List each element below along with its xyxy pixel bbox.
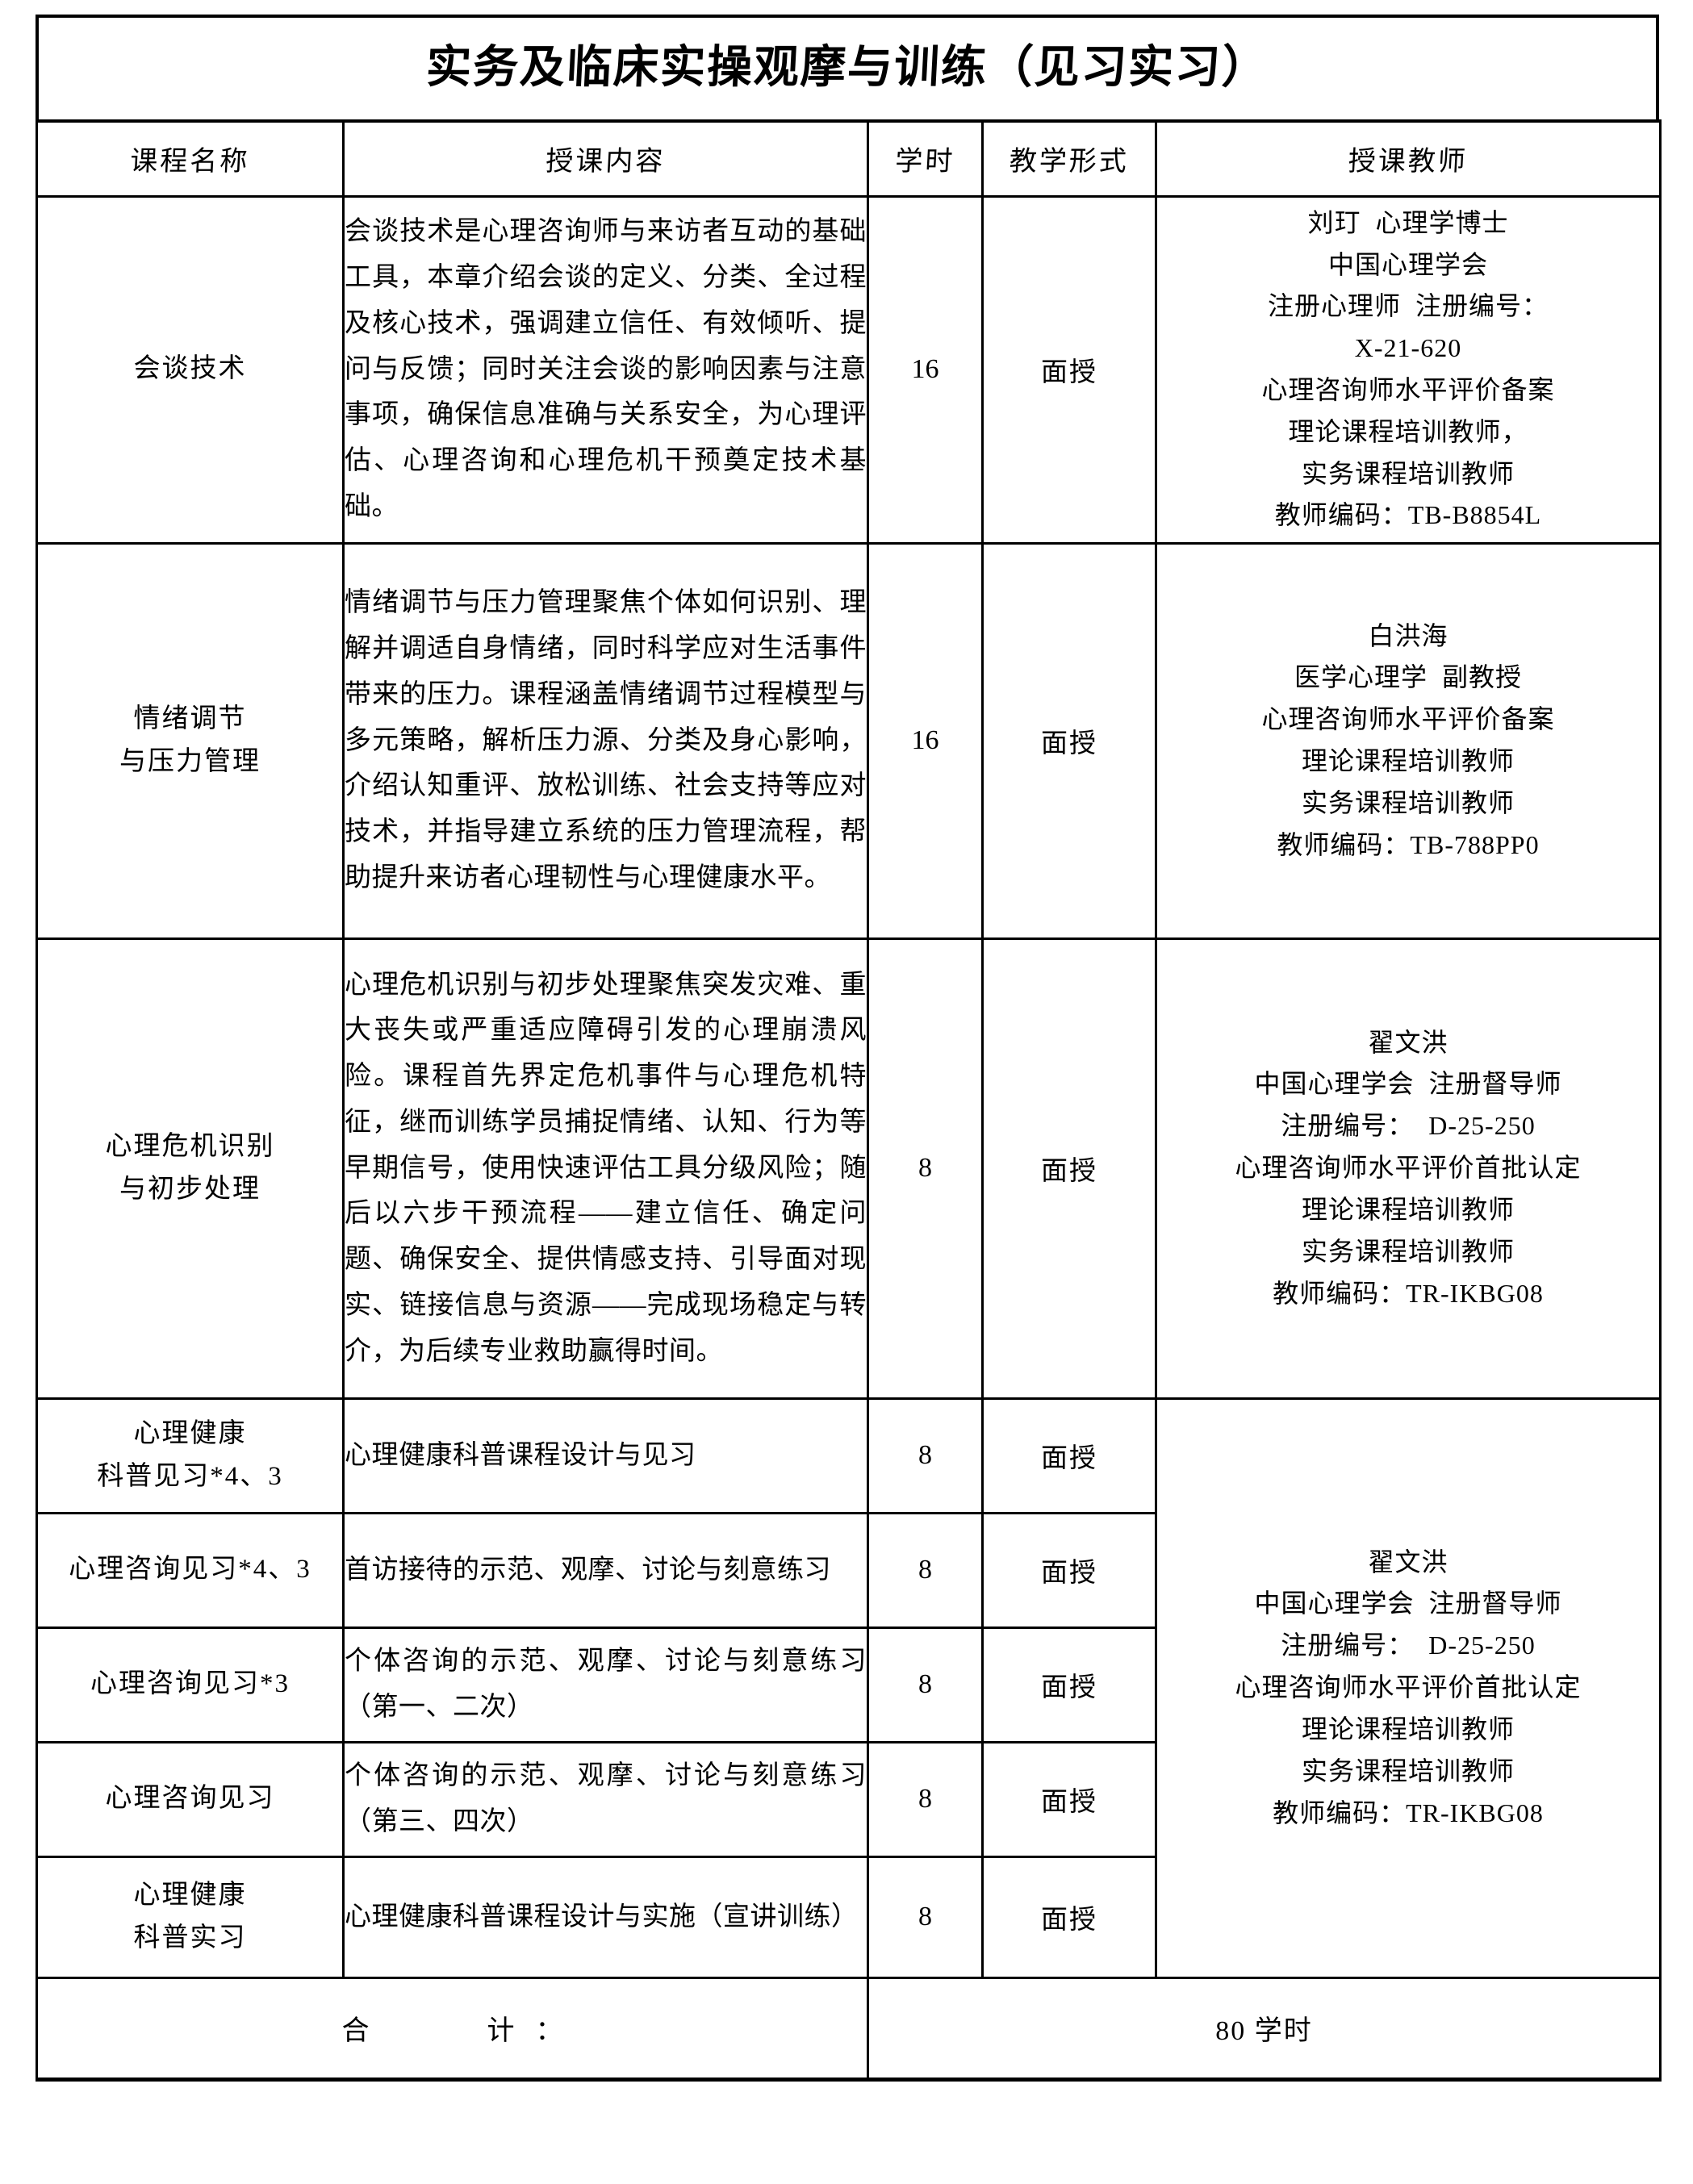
teacher-lines: 刘玎 心理学博士 中国心理学会 注册心理师 注册编号： X-21-620 心理咨询师水平… [1261, 207, 1555, 530]
course-schedule-table: 课程名称 授课内容 学时 教学形式 授课教师 会谈技术 会谈技术是心理咨询师与来… [36, 119, 1662, 2082]
course-name-cell: 心理危机识别 与初步处理 [36, 937, 345, 1400]
course-name-lines: 心理咨询见习 [105, 1784, 275, 1814]
course-name-lines: 情绪调节 与压力管理 [119, 704, 261, 776]
course-name-lines: 心理咨询见习*3 [90, 1669, 290, 1699]
table-row: 心理健康 科普实习 心理健康科普课程设计与实施（宣讲训练） 8 面授 [36, 1855, 1661, 1979]
course-name-cell: 心理咨询见习*4、3 [36, 1511, 345, 1629]
course-name-cell: 心理咨询见习 [36, 1740, 345, 1858]
total-label-cell: 合 计： [36, 1976, 869, 2082]
course-content-cell: 会谈技术是心理咨询师与来访者互动的基础工具，本章介绍会谈的定义、分类、全过程及核… [342, 194, 869, 545]
course-teacher-cell: 翟文洪 中国心理学会 注册督导师 注册编号： D-25-250 心理咨询师水平评价首批… [1155, 937, 1662, 1400]
course-content-cell: 心理危机识别与初步处理聚焦突发灾难、重大丧失或严重适应障碍引发的心理崩溃风险。课… [342, 937, 869, 1400]
course-hours-cell: 8 [867, 1626, 984, 1743]
course-teacher-cell-merged: 翟文洪 中国心理学会 注册督导师 注册编号： D-25-250 心理咨询师水平评价首批… [1155, 1397, 1662, 1979]
course-content-cell: 首访接待的示范、观摩、讨论与刻意练习 [342, 1511, 869, 1629]
column-header-format: 教学形式 [981, 119, 1157, 198]
course-content-cell: 个体咨询的示范、观摩、讨论与刻意练习（第三、四次） [342, 1740, 869, 1858]
course-format-cell: 面授 [981, 937, 1157, 1400]
course-name-cell: 心理健康 科普实习 [36, 1855, 345, 1979]
course-name-cell: 心理健康 科普见习*4、3 [36, 1397, 345, 1514]
course-content-cell: 心理健康科普课程设计与实施（宣讲训练） [342, 1855, 869, 1979]
total-row: 合 计： 80 学时 [36, 1976, 1662, 2082]
course-format-cell: 面授 [981, 1855, 1157, 1979]
total-label: 合 计： [341, 2016, 584, 2046]
course-hours-cell: 8 [867, 1511, 984, 1629]
course-hours-cell: 8 [867, 1397, 984, 1514]
course-teacher-cell: 白洪海 医学心理学 副教授 心理咨询师水平评价备案 理论课程培训教师 实务课程培训教师教… [1155, 541, 1662, 940]
table-row: 心理健康 科普见习*4、3 心理健康科普课程设计与见习 8 面授 翟文洪 中国心理学… [36, 1397, 1662, 1979]
course-content-cell: 个体咨询的示范、观摩、讨论与刻意练习（第一、二次） [342, 1626, 869, 1743]
table-row: 心理咨询见习*3 个体咨询的示范、观摩、讨论与刻意练习（第一、二次） 8 面授 [36, 1626, 1661, 1743]
column-header-name: 课程名称 [36, 119, 345, 198]
table-row: 会谈技术 会谈技术是心理咨询师与来访者互动的基础工具，本章介绍会谈的定义、分类、… [36, 194, 1662, 545]
column-header-hours: 学时 [867, 119, 984, 198]
total-value-cell: 80 学时 [867, 1976, 1662, 2082]
course-name-lines: 心理健康 科普实习 [133, 1880, 247, 1952]
course-content-cell: 心理健康科普课程设计与见习 [342, 1397, 869, 1514]
page-title: 实务及临床实操观摩与训练（见习实习） [424, 43, 1270, 94]
course-format-cell: 面授 [981, 194, 1157, 545]
course-format-cell: 面授 [981, 1511, 1157, 1629]
course-format-cell: 面授 [981, 541, 1157, 940]
table-row: 情绪调节 与压力管理 情绪调节与压力管理聚焦个体如何识别、理解并调适自身情绪，同时… [36, 541, 1662, 940]
course-name-cell: 心理咨询见习*3 [36, 1626, 345, 1743]
course-format-cell: 面授 [981, 1626, 1157, 1743]
course-hours-cell: 8 [867, 1855, 984, 1979]
table-row: 心理咨询见习*4、3 首访接待的示范、观摩、讨论与刻意练习 8 面授 [36, 1511, 1661, 1629]
course-format-cell: 面授 [981, 1397, 1157, 1514]
column-header-teacher: 授课教师 [1155, 119, 1662, 198]
course-hours-cell: 8 [867, 937, 984, 1400]
teacher-lines: 翟文洪 中国心理学会 注册督导师 注册编号： D-25-250 心理咨询师水平评价首批… [1235, 1027, 1582, 1308]
document-title-band: 实务及临床实操观摩与训练（见习实习） [36, 15, 1659, 119]
course-hours-cell: 16 [867, 541, 984, 940]
course-name-lines: 会谈技术 [133, 354, 247, 384]
course-format-cell: 面授 [981, 1740, 1157, 1858]
course-name-cell: 会谈技术 [36, 194, 345, 545]
course-hours-cell: 8 [867, 1740, 984, 1858]
course-name-lines: 心理危机识别 与初步处理 [105, 1131, 275, 1204]
course-name-lines: 心理健康 科普见习*4、3 [97, 1418, 283, 1491]
course-name-cell: 情绪调节 与压力管理 [36, 541, 345, 940]
course-teacher-cell: 刘玎 心理学博士 中国心理学会 注册心理师 注册编号： X-21-620 心理咨询师水平… [1155, 194, 1662, 545]
course-hours-cell: 16 [867, 194, 984, 545]
table-row: 心理咨询见习 个体咨询的示范、观摩、讨论与刻意练习（第三、四次） 8 面授 [36, 1740, 1661, 1858]
course-name-lines: 心理咨询见习*4、3 [69, 1555, 311, 1585]
table-header-row: 课程名称 授课内容 学时 教学形式 授课教师 [36, 119, 1662, 198]
teacher-lines: 白洪海 医学心理学 副教授 心理咨询师水平评价备案 理论课程培训教师 实务课程培训教师教… [1261, 620, 1555, 859]
teacher-lines: 翟文洪 中国心理学会 注册督导师 注册编号： D-25-250 心理咨询师水平评价首批… [1235, 1547, 1582, 1827]
table-row: 心理危机识别 与初步处理 心理危机识别与初步处理聚焦突发灾难、重大丧失或严重适应障… [36, 937, 1662, 1400]
column-header-content: 授课内容 [342, 119, 869, 198]
course-content-cell: 情绪调节与压力管理聚焦个体如何识别、理解并调适自身情绪，同时科学应对生活事件带来… [342, 541, 869, 940]
